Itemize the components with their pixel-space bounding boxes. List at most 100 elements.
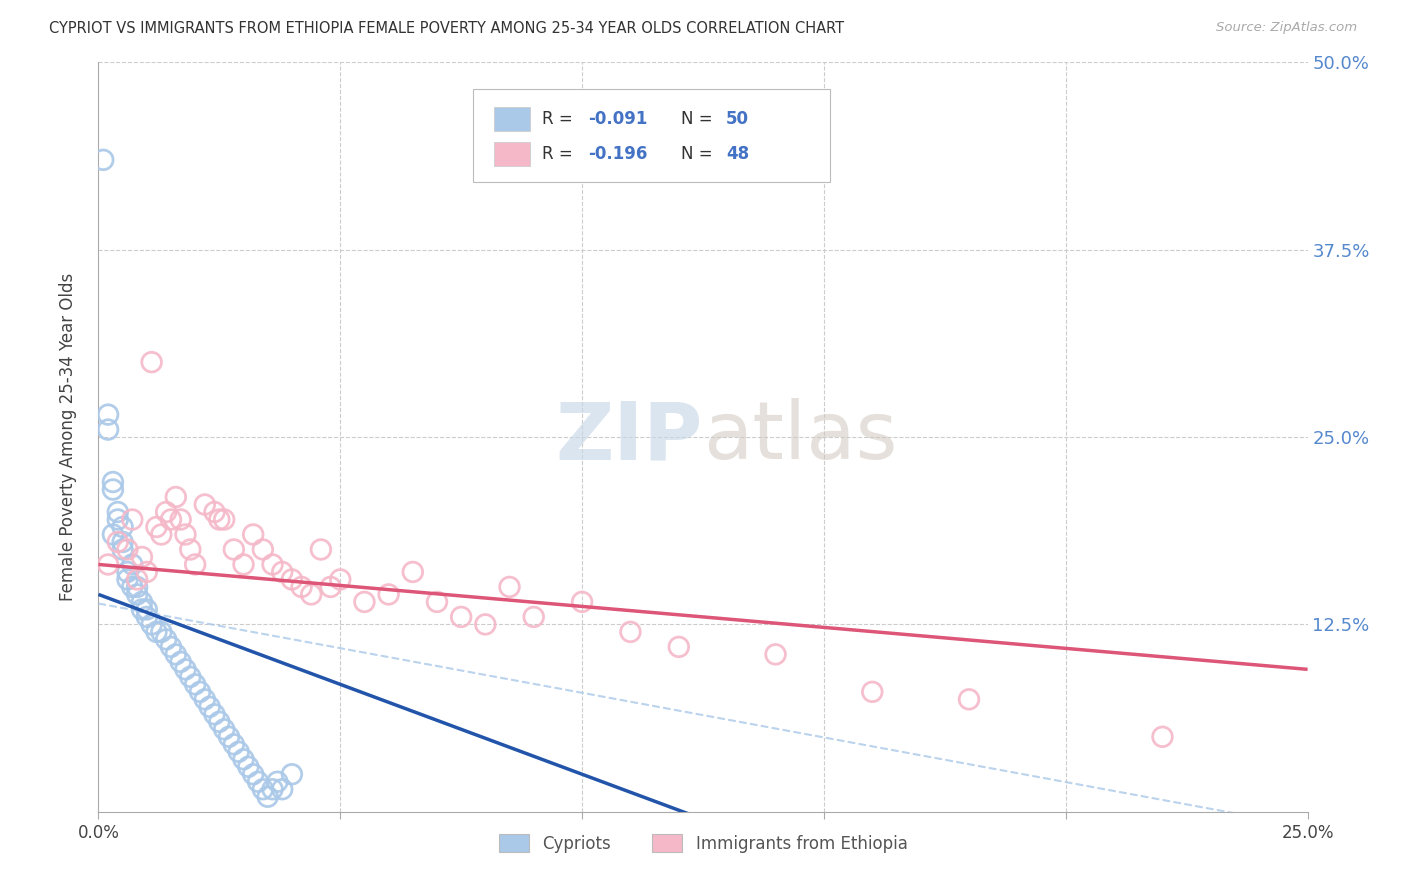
Point: [101, 475, 124, 489]
Point: [135, 610, 157, 624]
Point: [101, 483, 124, 497]
Text: CYPRIOT VS IMMIGRANTS FROM ETHIOPIA FEMALE POVERTY AMONG 25-34 YEAR OLDS CORRELA: CYPRIOT VS IMMIGRANTS FROM ETHIOPIA FEMA…: [49, 21, 845, 36]
Point: [290, 580, 312, 594]
Point: [150, 624, 173, 639]
Point: [765, 648, 787, 662]
Point: [97, 408, 120, 422]
Point: [194, 692, 217, 706]
Text: 48: 48: [725, 145, 749, 163]
Point: [121, 512, 143, 526]
Text: R =: R =: [543, 110, 578, 128]
Point: [218, 730, 240, 744]
Text: atlas: atlas: [703, 398, 897, 476]
Point: [184, 677, 207, 691]
Point: [155, 632, 177, 647]
Point: [101, 527, 124, 541]
Text: N =: N =: [682, 110, 718, 128]
Point: [474, 617, 496, 632]
Point: [135, 602, 157, 616]
Point: [184, 558, 207, 572]
Bar: [494, 107, 530, 130]
Point: [232, 752, 254, 766]
Y-axis label: Female Poverty Among 25-34 Year Olds: Female Poverty Among 25-34 Year Olds: [59, 273, 77, 601]
FancyBboxPatch shape: [474, 88, 830, 182]
Point: [353, 595, 375, 609]
Point: [145, 624, 167, 639]
Point: [117, 542, 139, 557]
Point: [957, 692, 980, 706]
Point: [281, 573, 304, 587]
Point: [498, 580, 520, 594]
Bar: [494, 142, 530, 166]
Point: [160, 640, 183, 654]
Point: [571, 595, 593, 609]
Point: [228, 745, 250, 759]
Point: [402, 565, 425, 579]
Point: [111, 520, 134, 534]
Point: [271, 565, 294, 579]
Point: [131, 602, 153, 616]
Point: [194, 498, 217, 512]
Point: [212, 512, 235, 526]
Point: [169, 655, 191, 669]
Point: [97, 558, 120, 572]
Point: [160, 512, 183, 526]
Text: 50: 50: [725, 110, 749, 128]
Legend: Cypriots, Immigrants from Ethiopia: Cypriots, Immigrants from Ethiopia: [492, 828, 914, 860]
Text: -0.091: -0.091: [588, 110, 648, 128]
Point: [174, 527, 197, 541]
Point: [135, 565, 157, 579]
Point: [198, 699, 221, 714]
Point: [204, 707, 226, 722]
Text: ZIP: ZIP: [555, 398, 703, 476]
Point: [271, 782, 294, 797]
Point: [426, 595, 449, 609]
Point: [212, 723, 235, 737]
Point: [141, 617, 163, 632]
Point: [266, 774, 288, 789]
Point: [111, 535, 134, 549]
Point: [155, 505, 177, 519]
Point: [127, 573, 149, 587]
Point: [208, 512, 231, 526]
Point: [238, 760, 260, 774]
Point: [377, 587, 399, 601]
Point: [111, 542, 134, 557]
Point: [121, 580, 143, 594]
Point: [222, 542, 245, 557]
Point: [204, 505, 226, 519]
Point: [127, 587, 149, 601]
Point: [121, 558, 143, 572]
Point: [329, 573, 352, 587]
Point: [252, 782, 274, 797]
Text: N =: N =: [682, 145, 718, 163]
Point: [668, 640, 690, 654]
Point: [256, 789, 278, 804]
Point: [309, 542, 332, 557]
Point: [242, 527, 264, 541]
Text: -0.196: -0.196: [588, 145, 648, 163]
Point: [232, 558, 254, 572]
Point: [619, 624, 641, 639]
Point: [131, 549, 153, 564]
Point: [107, 535, 129, 549]
Point: [165, 490, 187, 504]
Point: [262, 558, 284, 572]
Text: R =: R =: [543, 145, 578, 163]
Point: [450, 610, 472, 624]
Point: [860, 685, 883, 699]
Point: [523, 610, 546, 624]
Point: [165, 648, 187, 662]
Point: [91, 153, 114, 167]
Point: [145, 520, 167, 534]
Point: [117, 573, 139, 587]
Point: [169, 512, 191, 526]
Point: [174, 662, 197, 676]
Point: [107, 505, 129, 519]
Point: [131, 595, 153, 609]
Point: [262, 782, 284, 797]
Point: [319, 580, 342, 594]
Point: [222, 737, 245, 751]
Point: [107, 512, 129, 526]
Point: [188, 685, 211, 699]
